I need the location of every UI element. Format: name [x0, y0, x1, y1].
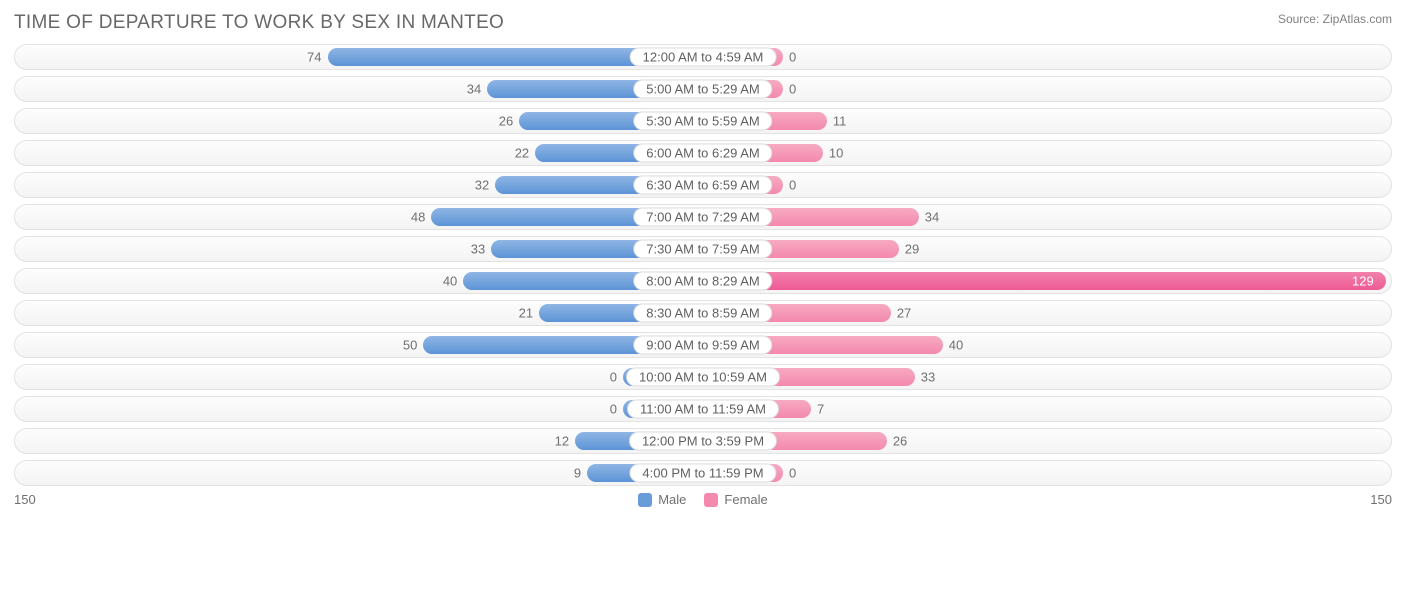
tornado-chart: 12:00 AM to 4:59 AM7405:00 AM to 5:29 AM… — [14, 44, 1392, 486]
chart-title: TIME OF DEPARTURE TO WORK BY SEX IN MANT… — [14, 12, 504, 34]
chart-row: 12:00 AM to 4:59 AM 74 0 — [14, 44, 1392, 70]
chart-row: 7:30 AM to 7:59 AM 33 29 — [14, 236, 1392, 262]
row-category-label: 6:30 AM to 6:59 AM — [633, 176, 772, 195]
row-category-label: 8:00 AM to 8:29 AM — [633, 272, 772, 291]
male-value: 22 — [515, 146, 529, 161]
female-value: 0 — [789, 178, 796, 193]
chart-row: 5:00 AM to 5:29 AM 34 0 — [14, 76, 1392, 102]
row-category-label: 8:30 AM to 8:59 AM — [633, 304, 772, 323]
female-value: 27 — [897, 306, 911, 321]
row-category-label: 12:00 PM to 3:59 PM — [629, 432, 777, 451]
row-category-label: 7:00 AM to 7:29 AM — [633, 208, 772, 227]
male-value: 21 — [519, 306, 533, 321]
row-category-label: 10:00 AM to 10:59 AM — [626, 368, 780, 387]
legend-male: Male — [638, 492, 686, 507]
header: TIME OF DEPARTURE TO WORK BY SEX IN MANT… — [14, 12, 1392, 34]
chart-row: 5:30 AM to 5:59 AM 26 11 — [14, 108, 1392, 134]
chart-row: 12:00 PM to 3:59 PM 12 26 — [14, 428, 1392, 454]
chart-row: 9:00 AM to 9:59 AM 50 40 — [14, 332, 1392, 358]
female-value: 7 — [817, 402, 824, 417]
row-category-label: 4:00 PM to 11:59 PM — [629, 464, 776, 483]
legend-male-swatch — [638, 493, 652, 507]
male-value: 9 — [574, 466, 581, 481]
axis-label-left: 150 — [14, 492, 36, 507]
chart-row: 10:00 AM to 10:59 AM 0 33 — [14, 364, 1392, 390]
male-value: 0 — [610, 370, 617, 385]
male-value: 74 — [307, 50, 321, 65]
row-category-label: 12:00 AM to 4:59 AM — [630, 48, 777, 67]
chart-footer: 150 Male Female 150 — [14, 492, 1392, 507]
female-value: 10 — [829, 146, 843, 161]
female-value: 0 — [789, 466, 796, 481]
female-value: 29 — [905, 242, 919, 257]
female-value: 34 — [925, 210, 939, 225]
row-category-label: 6:00 AM to 6:29 AM — [633, 144, 772, 163]
chart-row: 6:30 AM to 6:59 AM 32 0 — [14, 172, 1392, 198]
female-bar — [703, 272, 1386, 290]
chart-row: 11:00 AM to 11:59 AM 0 7 — [14, 396, 1392, 422]
male-value: 33 — [471, 242, 485, 257]
row-category-label: 5:00 AM to 5:29 AM — [633, 80, 772, 99]
chart-row: 4:00 PM to 11:59 PM 9 0 — [14, 460, 1392, 486]
source-label: Source: ZipAtlas.com — [1278, 12, 1392, 26]
male-value: 40 — [443, 274, 457, 289]
male-value: 32 — [475, 178, 489, 193]
female-value: 129 — [1352, 274, 1374, 289]
male-value: 34 — [467, 82, 481, 97]
male-value: 0 — [610, 402, 617, 417]
row-category-label: 7:30 AM to 7:59 AM — [633, 240, 772, 259]
legend-female-label: Female — [724, 492, 767, 507]
male-value: 50 — [403, 338, 417, 353]
chart-row: 8:30 AM to 8:59 AM 21 27 — [14, 300, 1392, 326]
row-category-label: 9:00 AM to 9:59 AM — [633, 336, 772, 355]
female-value: 33 — [921, 370, 935, 385]
male-value: 48 — [411, 210, 425, 225]
legend-female: Female — [704, 492, 767, 507]
female-value: 40 — [949, 338, 963, 353]
female-value: 0 — [789, 82, 796, 97]
chart-row: 6:00 AM to 6:29 AM 22 10 — [14, 140, 1392, 166]
chart-row: 7:00 AM to 7:29 AM 48 34 — [14, 204, 1392, 230]
row-category-label: 11:00 AM to 11:59 AM — [627, 400, 779, 419]
male-value: 26 — [499, 114, 513, 129]
female-value: 11 — [833, 114, 847, 129]
chart-row: 8:00 AM to 8:29 AM 40 129 — [14, 268, 1392, 294]
axis-label-right: 150 — [1370, 492, 1392, 507]
male-value: 12 — [555, 434, 569, 449]
row-category-label: 5:30 AM to 5:59 AM — [633, 112, 772, 131]
legend-female-swatch — [704, 493, 718, 507]
legend-male-label: Male — [658, 492, 686, 507]
female-value: 26 — [893, 434, 907, 449]
legend: Male Female — [638, 492, 768, 507]
female-value: 0 — [789, 50, 796, 65]
